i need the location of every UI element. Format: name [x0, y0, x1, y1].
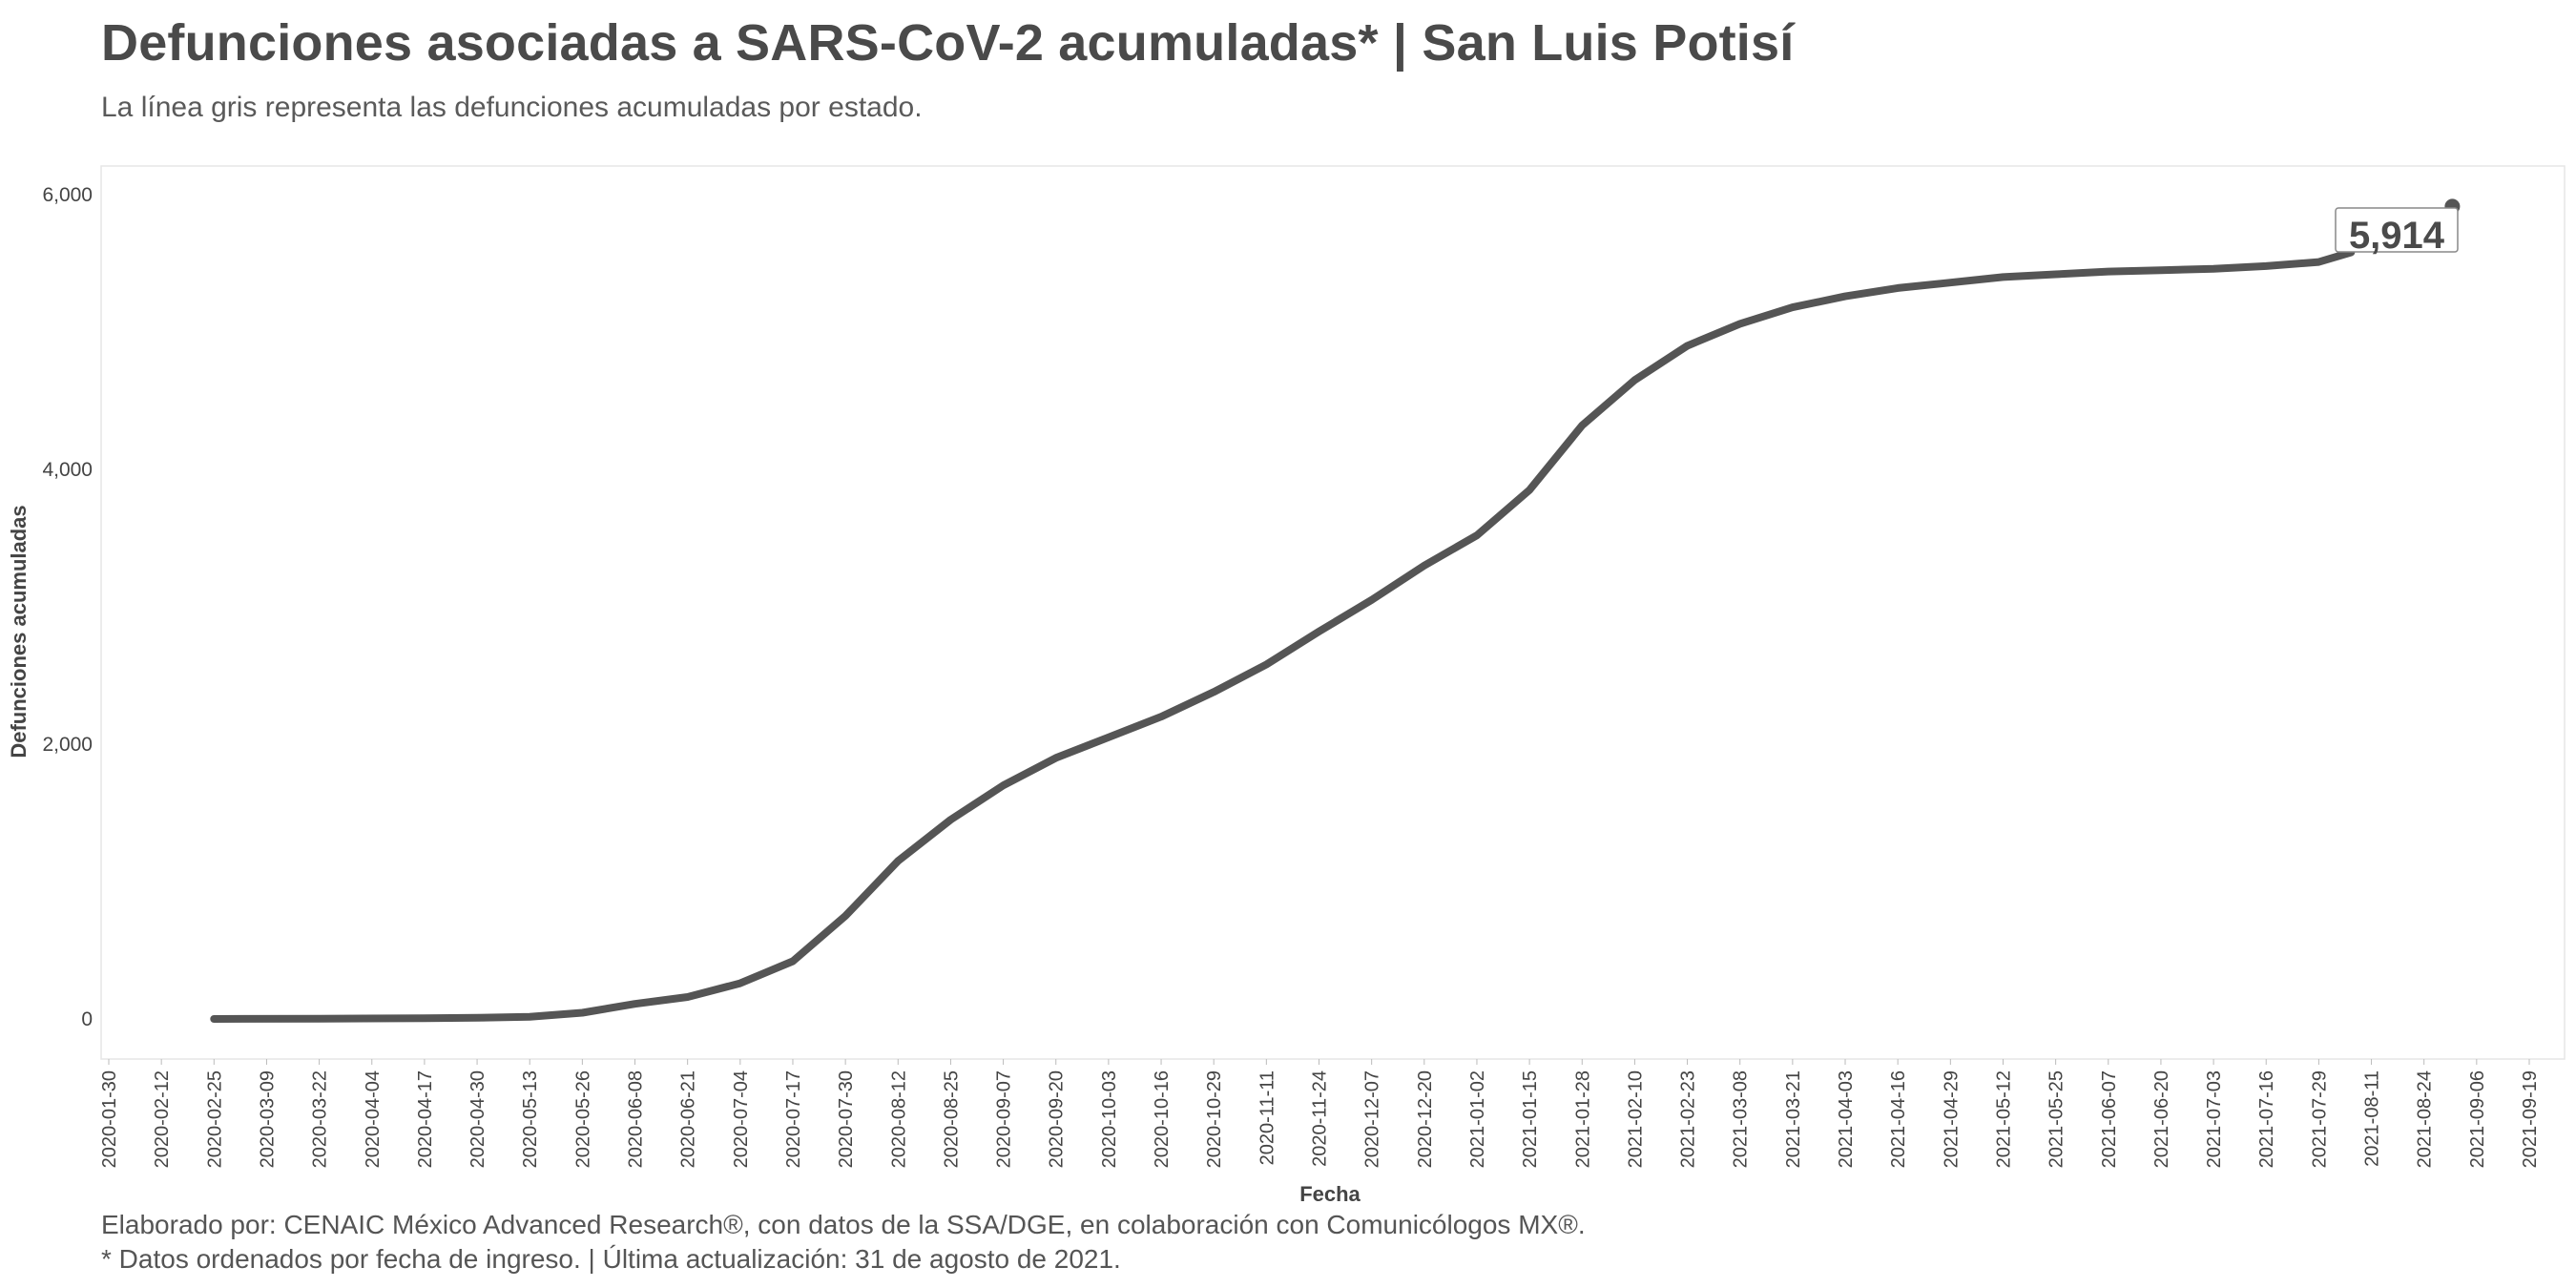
- x-tick-label: 2021-08-24: [2415, 1070, 2436, 1168]
- x-tick-label: 2020-07-04: [731, 1070, 752, 1168]
- x-tick-label: 2020-08-12: [888, 1070, 909, 1168]
- x-tick-label: 2020-03-09: [257, 1070, 278, 1168]
- x-tick-label: 2021-05-25: [2046, 1070, 2067, 1168]
- y-axis-ticks: 0 2,000 4,000 6,000: [42, 184, 93, 1030]
- x-tick-label: 2021-07-16: [2256, 1070, 2277, 1168]
- x-tick-label: 2021-01-02: [1467, 1070, 1488, 1168]
- x-tick-label: 2021-06-07: [2099, 1070, 2120, 1168]
- x-tick-label: 2020-02-12: [152, 1070, 173, 1168]
- x-tick-label: 2020-10-16: [1152, 1070, 1173, 1168]
- x-tick-label: 2020-10-03: [1099, 1070, 1120, 1168]
- x-tick-label: 2020-05-13: [520, 1070, 541, 1168]
- x-tick-label: 2020-09-20: [1047, 1070, 1068, 1168]
- x-tick-label: 2020-06-21: [678, 1070, 699, 1168]
- x-tick-label: 2021-09-06: [2467, 1070, 2488, 1168]
- x-tick-label: 2020-02-25: [204, 1070, 225, 1168]
- end-label-text: 5,914: [2349, 215, 2445, 257]
- x-tick-label: 2020-05-26: [572, 1070, 593, 1168]
- x-tick-label: 2020-12-20: [1415, 1070, 1436, 1168]
- chart-subtitle: La línea gris representa las defunciones…: [101, 92, 923, 123]
- end-label-box: [2335, 207, 2459, 253]
- footer-note: * Datos ordenados por fecha de ingreso. …: [101, 1244, 1121, 1274]
- x-tick-label: 2021-02-23: [1678, 1070, 1699, 1168]
- x-tick-label: 2021-03-08: [1731, 1070, 1752, 1168]
- x-tick-label: 2021-02-10: [1625, 1070, 1646, 1168]
- y-tick-label: 2,000: [42, 734, 93, 756]
- footer-credits: Elaborado por: CENAIC México Advanced Re…: [101, 1210, 1586, 1239]
- x-tick-label: 2020-04-04: [363, 1070, 384, 1168]
- x-tick-label: 2020-03-22: [310, 1070, 331, 1168]
- y-axis-title: Defunciones acumuladas: [7, 505, 31, 758]
- end-label-group: 5,914: [2335, 198, 2461, 257]
- x-tick-label: 2020-01-30: [99, 1070, 120, 1168]
- x-tick-label: 2020-12-07: [1362, 1070, 1383, 1168]
- x-tick-label: 2020-11-11: [1257, 1070, 1278, 1165]
- x-tick-label: 2021-04-29: [1941, 1070, 1962, 1168]
- x-tick-label: 2021-01-15: [1520, 1070, 1541, 1168]
- x-tick-label: 2020-04-17: [415, 1070, 436, 1168]
- x-tick-label: 2020-06-08: [626, 1070, 647, 1168]
- plot-area: [100, 165, 2566, 1060]
- x-tick-label: 2020-10-29: [1204, 1070, 1225, 1168]
- chart-title: Defunciones asociadas a SARS-CoV-2 acumu…: [101, 14, 1795, 72]
- y-tick-label: 0: [81, 1008, 93, 1030]
- x-tick-label: 2020-04-30: [467, 1070, 488, 1168]
- x-tick-label: 2020-11-24: [1310, 1070, 1331, 1167]
- x-tick-label: 2021-08-11: [2362, 1070, 2383, 1167]
- x-tick-label: 2020-07-17: [783, 1070, 804, 1168]
- x-tick-label: 2021-09-19: [2520, 1070, 2541, 1168]
- x-tick-label: 2021-04-16: [1888, 1070, 1909, 1168]
- x-tick-label: 2021-07-29: [2309, 1070, 2330, 1168]
- y-tick-label: 4,000: [42, 459, 93, 481]
- x-axis-title: Fecha: [1299, 1182, 1361, 1206]
- series-line-cumulative-deaths: [210, 248, 2356, 1023]
- x-tick-label: 2021-04-03: [1836, 1070, 1857, 1168]
- x-tick-label: 2020-07-30: [836, 1070, 857, 1168]
- x-tick-label: 2021-01-28: [1572, 1070, 1593, 1168]
- x-axis-ticks: 2020-01-30 2020-02-12 2020-02-25 2020-03-09…: [99, 1059, 2541, 1168]
- x-tick-label: 2021-05-12: [1993, 1070, 2014, 1168]
- x-tick-label: 2020-08-25: [941, 1070, 962, 1168]
- x-tick-label: 2021-03-21: [1783, 1070, 1804, 1168]
- x-tick-label: 2021-06-20: [2151, 1070, 2172, 1168]
- x-tick-label: 2020-09-07: [994, 1070, 1015, 1168]
- x-tick-label: 2021-07-03: [2204, 1070, 2225, 1168]
- y-tick-label: 6,000: [42, 184, 93, 206]
